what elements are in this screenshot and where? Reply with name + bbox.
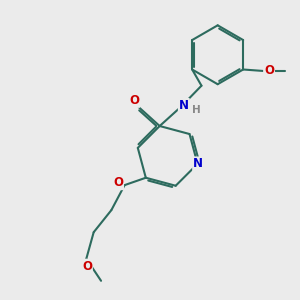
Text: O: O	[129, 94, 139, 107]
Text: N: N	[193, 158, 203, 170]
Text: O: O	[264, 64, 274, 77]
Text: O: O	[82, 260, 92, 273]
Text: N: N	[179, 99, 189, 112]
Text: H: H	[192, 105, 201, 115]
Text: O: O	[113, 176, 123, 189]
